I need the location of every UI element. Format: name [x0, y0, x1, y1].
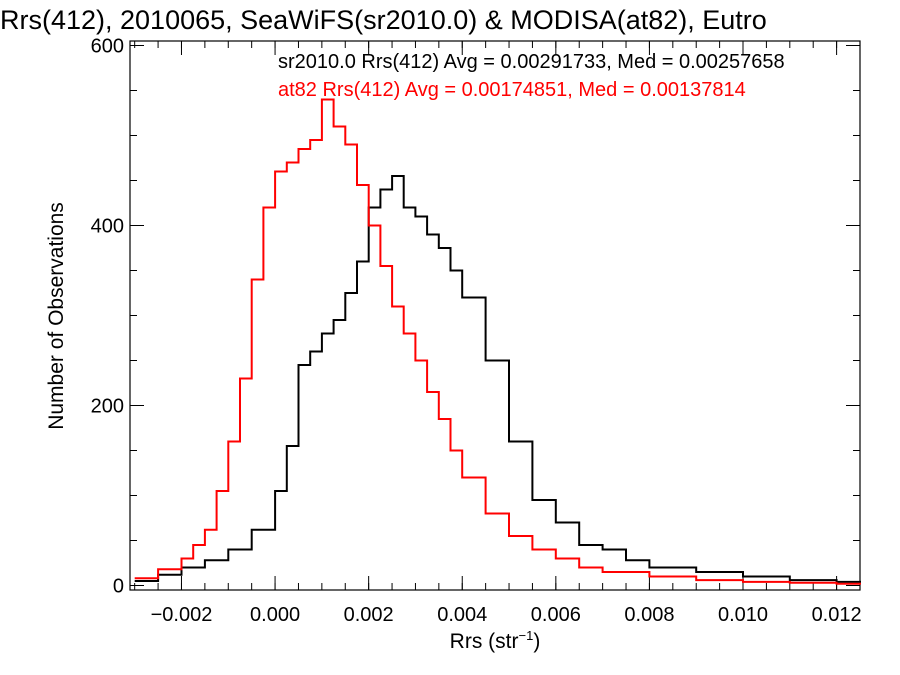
x-tick-label: 0.004 — [437, 604, 487, 626]
y-tick-label: 600 — [91, 36, 124, 58]
x-axis-label-close: ) — [533, 630, 540, 653]
y-axis-label: Number of Observations — [45, 202, 68, 430]
legend: sr2010.0 Rrs(412) Avg = 0.00291733, Med … — [278, 51, 785, 101]
x-axis-label: Rrs (str−1) — [450, 628, 541, 653]
y-tick-label: 200 — [91, 396, 124, 418]
x-tick-label: 0.010 — [718, 604, 768, 626]
series-line-2 — [134, 98, 861, 585]
x-tick-label: 0.006 — [531, 604, 581, 626]
plot-frame — [129, 40, 861, 591]
x-tick-label: 0.008 — [624, 604, 674, 626]
y-tick-label: 400 — [91, 216, 124, 238]
x-tick-label: 0.012 — [812, 604, 862, 626]
series-layer — [134, 98, 861, 585]
legend-entry-1: sr2010.0 Rrs(412) Avg = 0.00291733, Med … — [278, 51, 785, 73]
series-line-1 — [134, 175, 861, 583]
axes-frame — [129, 40, 861, 591]
x-tick-label: −0.002 — [151, 604, 213, 626]
y-tick-label: 0 — [113, 576, 124, 598]
legend-entry-2: at82 Rrs(412) Avg = 0.00174851, Med = 0.… — [278, 79, 746, 101]
x-tick-label: 0.002 — [344, 604, 394, 626]
axis-ticks: −0.002 0.000 0.002 0.004 0.006 0.008 0.010 0.01… — [91, 36, 862, 627]
chart-title: Rrs(412), 2010065, SeaWiFS(sr2010.0) & M… — [0, 5, 767, 35]
x-tick-label: 0.000 — [250, 604, 300, 626]
x-axis-label-superscript: −1 — [519, 628, 534, 643]
x-axis-label-main: Rrs (str — [450, 630, 519, 653]
